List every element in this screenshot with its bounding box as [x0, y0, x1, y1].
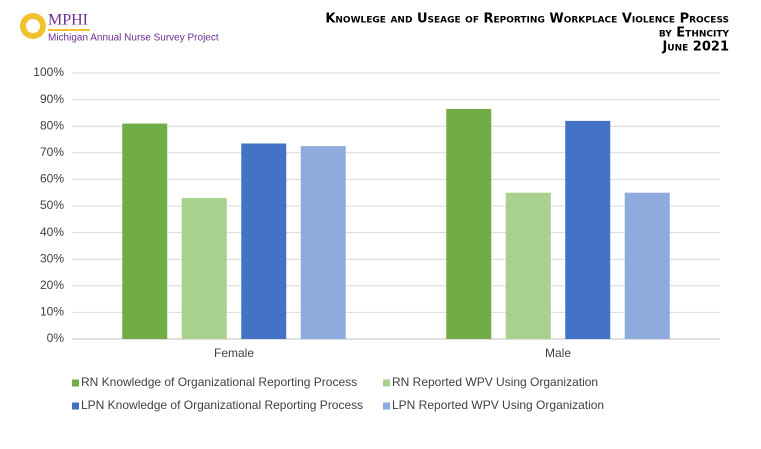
bar: [565, 120, 611, 339]
legend-label: LPN Knowledge of Organizational Reportin…: [81, 398, 363, 412]
bar: [122, 123, 168, 339]
chart-subtitle: by Ethncity: [659, 26, 730, 41]
legend-label: RN Knowledge of Organizational Reporting…: [81, 375, 357, 389]
legend-swatch: [72, 402, 79, 410]
y-tick-label: 30%: [40, 251, 64, 265]
x-tick-label: Male: [545, 346, 571, 360]
logo: MPHI Michigan Annual Nurse Survey Projec…: [20, 12, 219, 44]
y-tick-label: 10%: [40, 305, 64, 319]
logo-icon-inner: [26, 19, 40, 33]
bar: [446, 108, 492, 339]
chart-title: Knowlege and Useage of Reporting Workpla…: [325, 12, 729, 27]
chart-date: June 2021: [661, 40, 729, 55]
project-name: Michigan Annual Nurse Survey Project: [48, 33, 219, 44]
legend-swatch: [383, 379, 390, 387]
y-tick-label: 0%: [47, 331, 65, 345]
legend-label: LPN Reported WPV Using Organization: [392, 398, 604, 412]
y-tick-label: 70%: [40, 145, 64, 159]
legend-swatch: [383, 402, 390, 410]
y-tick-label: 40%: [40, 225, 64, 239]
y-tick-label: 20%: [40, 278, 64, 292]
logo-text: MPHI: [48, 12, 88, 29]
legend-label: RN Reported WPV Using Organization: [392, 375, 598, 389]
y-tick-label: 100%: [33, 65, 64, 79]
legend-swatch: [72, 379, 79, 387]
y-tick-label: 90%: [40, 92, 64, 106]
y-tick-label: 50%: [40, 198, 64, 212]
x-tick-label: Female: [214, 346, 254, 360]
bar: [624, 192, 670, 339]
bar: [505, 192, 551, 339]
y-tick-label: 60%: [40, 172, 64, 186]
bar: [181, 198, 227, 339]
y-tick-label: 80%: [40, 118, 64, 132]
bar: [300, 146, 346, 339]
bar: [241, 143, 287, 339]
